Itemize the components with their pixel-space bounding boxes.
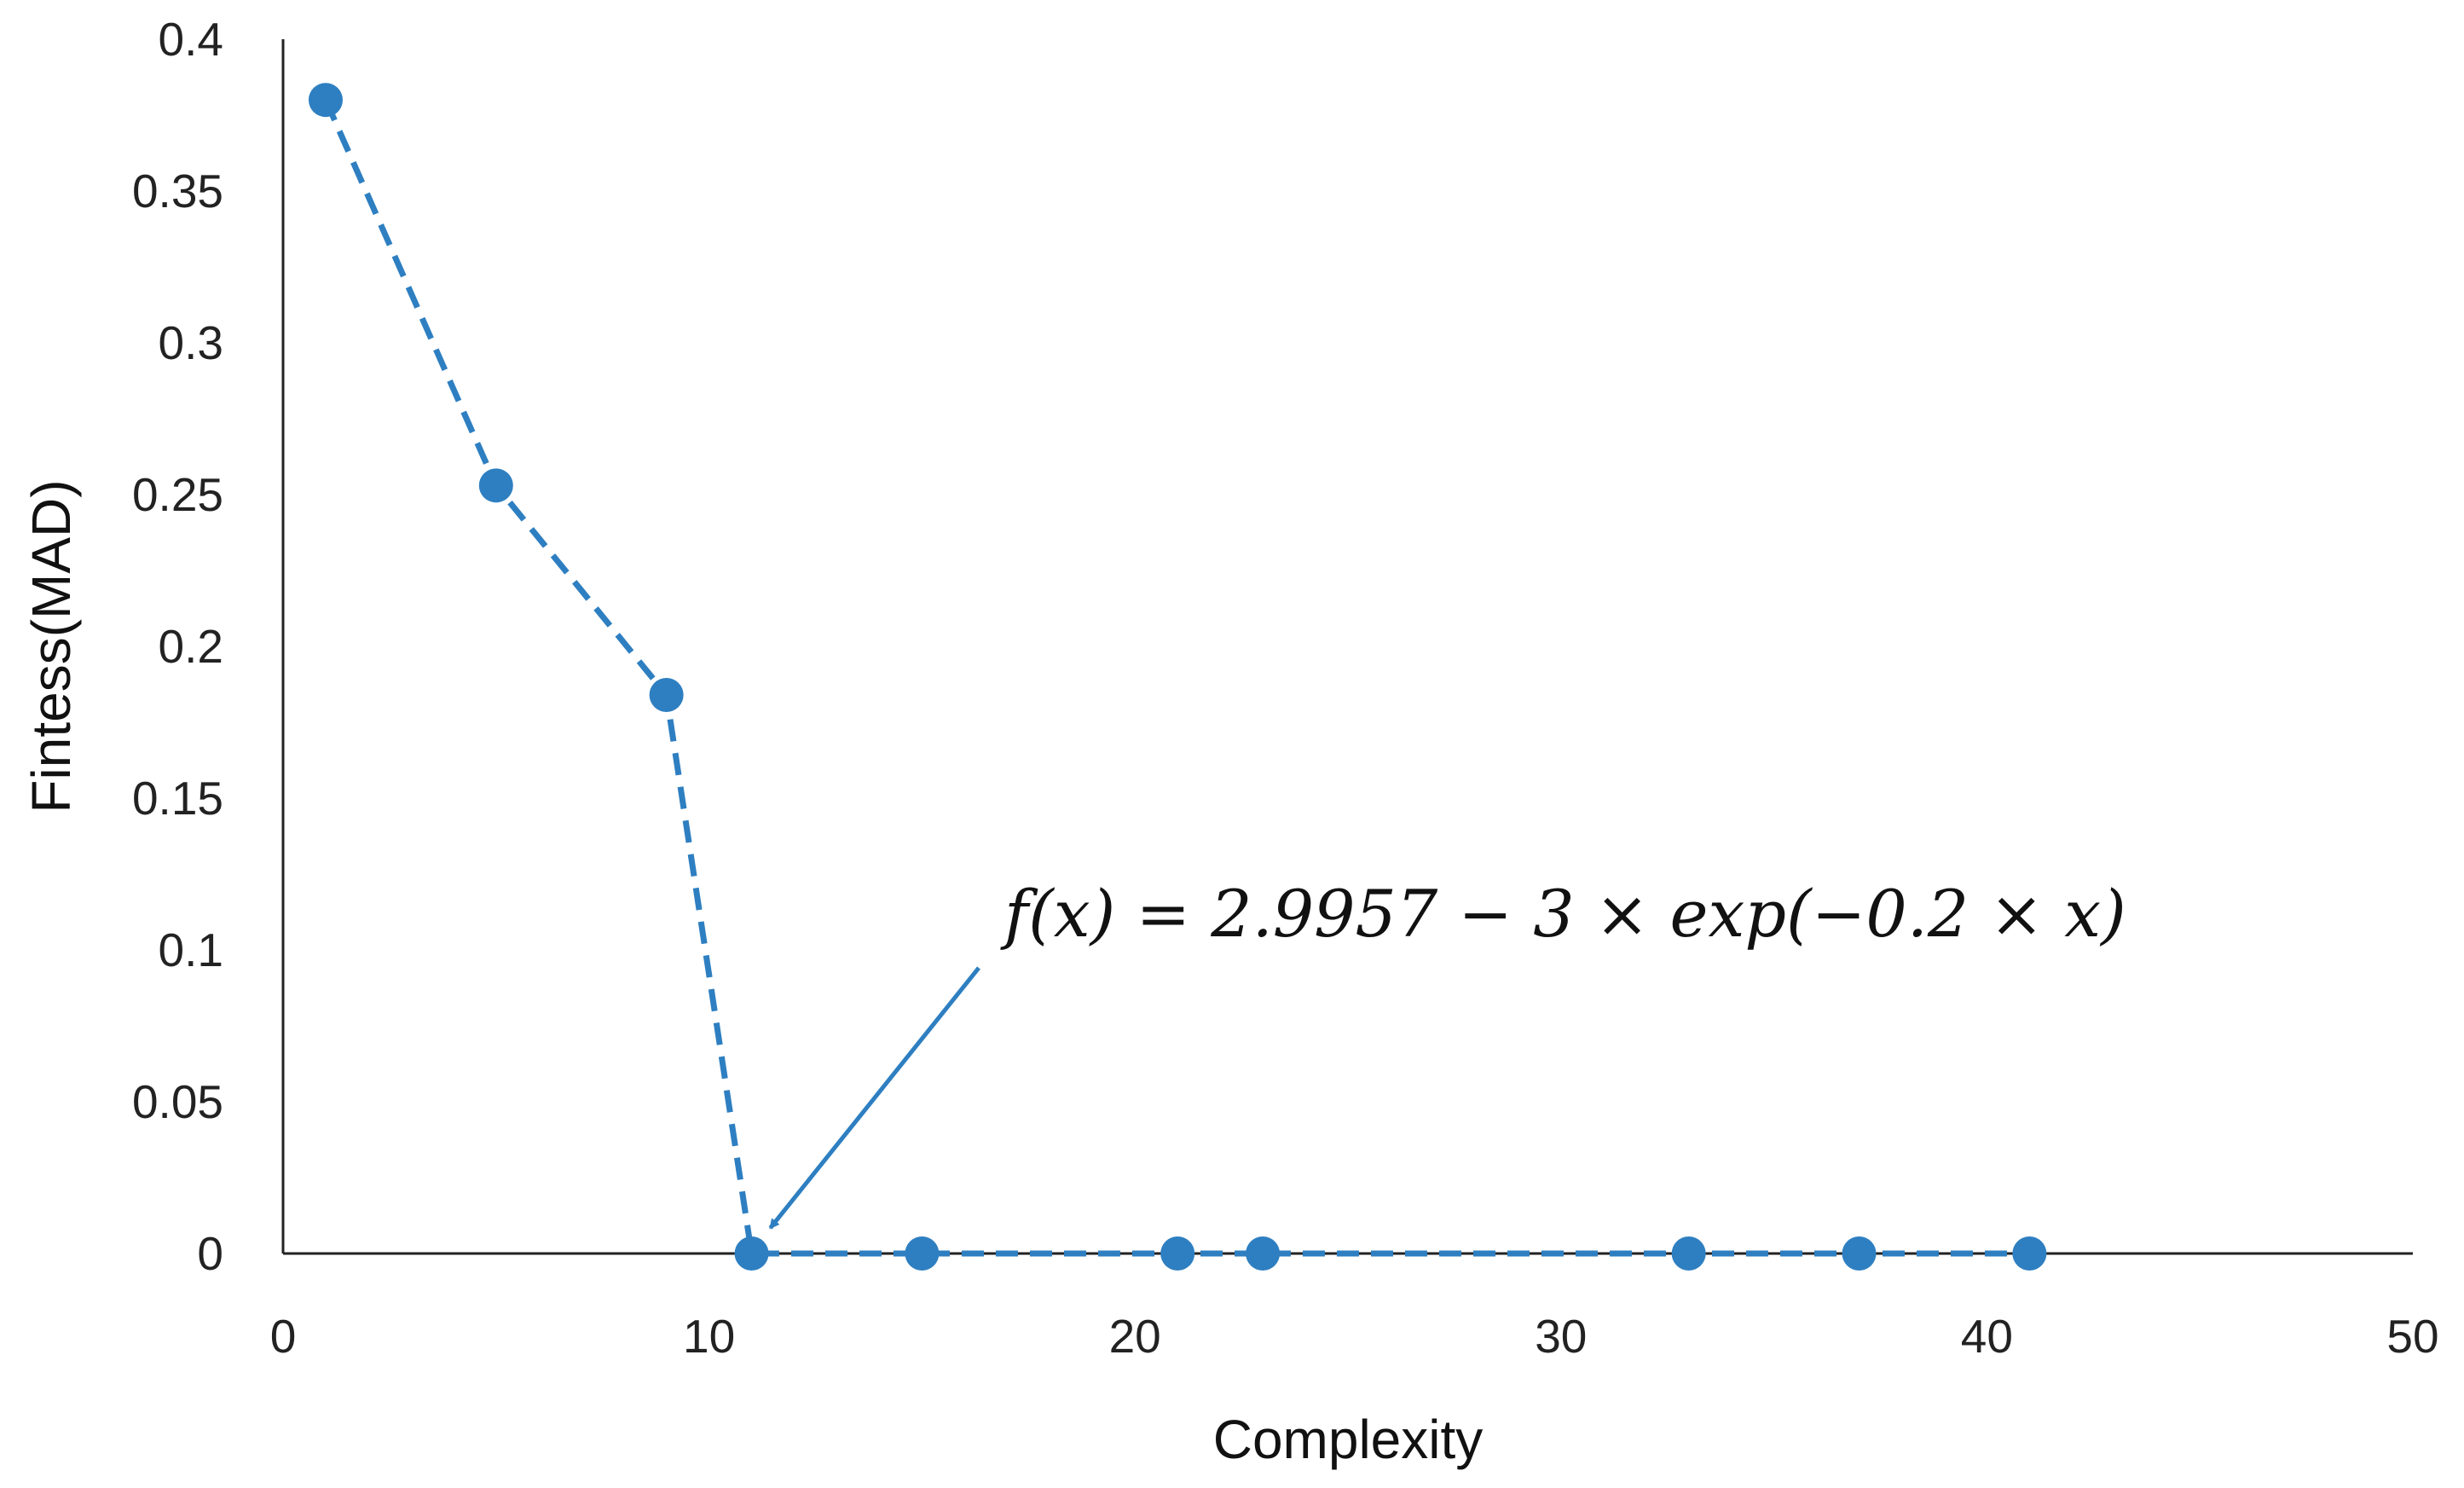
axes: [281, 39, 2413, 1255]
y-tick-labels: 0 0.05 0.1 0.15 0.2 0.25 0.3 0.35 0.4: [132, 13, 223, 1280]
data-point: [1160, 1236, 1195, 1271]
y-tick-label: 0.35: [132, 165, 223, 217]
annotation-arrow: [768, 966, 980, 1230]
data-point: [1671, 1236, 1706, 1271]
y-tick-label: 0.4: [159, 13, 223, 66]
y-tick-label: 0.25: [132, 468, 223, 521]
x-tick-label: 10: [683, 1310, 735, 1363]
data-point: [1246, 1236, 1281, 1271]
x-tick-label: 40: [1961, 1310, 2013, 1363]
x-tick-labels: 0 10 20 30 40 50: [270, 1310, 2439, 1363]
x-tick-label: 0: [270, 1310, 297, 1363]
x-tick-label: 30: [1535, 1310, 1587, 1363]
data-point: [734, 1236, 769, 1271]
data-point: [308, 83, 343, 118]
y-tick-label: 0.3: [159, 316, 223, 369]
y-tick-label: 0.2: [159, 620, 223, 673]
annotation-formula: f(x) = 2.9957 − 3 × exp(−0.2 × x): [1000, 876, 2126, 952]
y-tick-label: 0.15: [132, 772, 223, 825]
series-group: [308, 83, 2047, 1271]
data-point: [1842, 1236, 1877, 1271]
x-tick-label: 50: [2386, 1310, 2438, 1363]
data-point: [2012, 1236, 2047, 1271]
y-axis-title: Fintess(MAD): [20, 479, 82, 813]
data-point: [905, 1236, 940, 1271]
data-point: [478, 468, 513, 503]
y-tick-label: 0.05: [132, 1075, 223, 1128]
data-point: [649, 677, 684, 712]
y-tick-label: 0.1: [159, 923, 223, 976]
x-axis-title: Complexity: [1213, 1409, 1484, 1470]
annotation-group: f(x) = 2.9957 − 3 × exp(−0.2 × x): [768, 876, 2126, 1230]
x-tick-label: 20: [1109, 1310, 1161, 1363]
y-tick-label: 0: [197, 1227, 223, 1280]
series-line: [322, 98, 2030, 1257]
